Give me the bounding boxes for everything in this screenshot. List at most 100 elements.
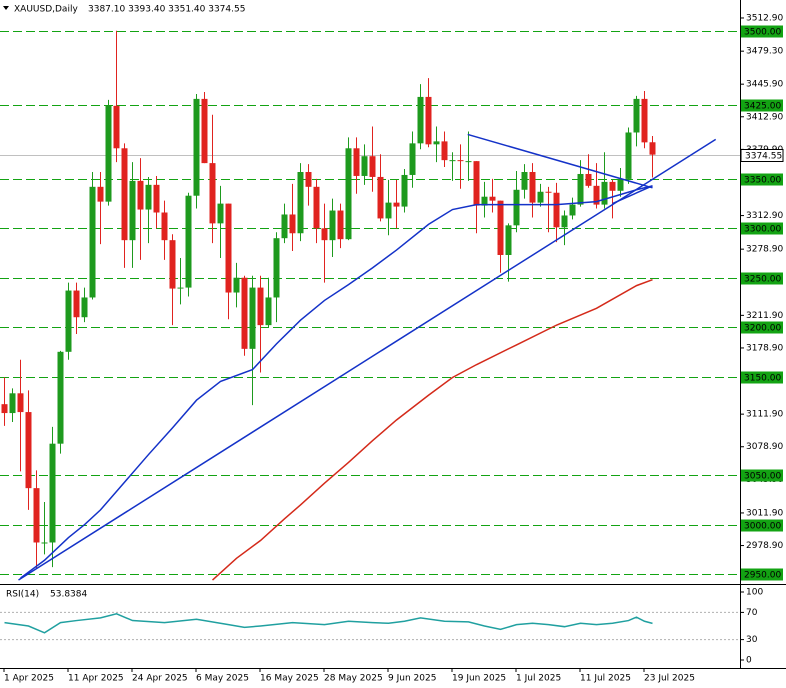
x-tick-label: 9 Jun 2025 <box>388 674 436 684</box>
candle-body <box>1 404 8 414</box>
x-tick-label: 11 Apr 2025 <box>68 674 124 684</box>
candle-body <box>105 105 112 202</box>
candle-body <box>297 172 304 234</box>
candle-body <box>241 277 248 349</box>
candle-body <box>49 443 56 543</box>
candle-body <box>257 287 264 326</box>
candle-body <box>281 214 288 239</box>
candle-body <box>121 148 128 241</box>
candle-body <box>25 412 32 489</box>
indicator-line <box>211 278 653 581</box>
candle-body <box>505 225 512 255</box>
candle-body <box>553 192 560 228</box>
candle-body <box>433 141 440 145</box>
candle-body <box>57 351 64 444</box>
rsi-tick-label: 30 <box>746 635 758 645</box>
x-tick-label: 23 Jul 2025 <box>644 674 695 684</box>
candle-body <box>89 186 96 298</box>
candle-body <box>153 184 160 213</box>
candle-body <box>577 173 584 205</box>
rsi-plot <box>0 611 740 641</box>
candle-body <box>265 297 272 326</box>
candle-body <box>185 195 192 288</box>
candle-body <box>633 98 640 133</box>
candle-body <box>209 163 216 224</box>
level-tag <box>741 371 783 384</box>
candle-body <box>425 96 432 145</box>
candle-body <box>81 297 88 318</box>
candle-body <box>193 98 200 196</box>
candle-body <box>9 393 16 414</box>
candle-body <box>465 161 472 163</box>
level-tag <box>741 568 783 581</box>
ohlc-label: 3387.10 3393.40 3351.40 3374.55 <box>88 5 245 15</box>
candle-body <box>513 189 520 226</box>
candle-body <box>457 160 464 162</box>
x-tick-label: 6 May 2025 <box>196 674 249 684</box>
level-tag-label: 3500.00 <box>744 28 781 38</box>
level-tag-label: 3250.00 <box>744 275 781 285</box>
x-tick-label: 28 May 2025 <box>324 674 383 684</box>
candle-body <box>161 212 168 241</box>
candle-body <box>201 98 208 164</box>
price-plot <box>1 30 717 581</box>
y-tick-label: 3011.90 <box>746 508 783 518</box>
x-tick-label: 11 Jul 2025 <box>580 674 631 684</box>
candle-body <box>441 141 448 161</box>
level-tag-label: 3300.00 <box>744 225 781 235</box>
rsi-value: 53.8384 <box>50 590 87 600</box>
candle-body <box>289 214 296 234</box>
level-tag-label: 3425.00 <box>744 102 781 112</box>
y-tick-label: 3078.90 <box>746 442 783 452</box>
level-tag-label: 3350.00 <box>744 176 781 186</box>
y-tick-label: 3111.90 <box>746 410 783 420</box>
candle-body <box>601 181 608 205</box>
candle-body <box>529 172 536 203</box>
level-tag <box>741 222 783 235</box>
rsi-title: RSI(14) <box>6 590 39 600</box>
candle-body <box>137 180 144 210</box>
candle-body <box>473 161 480 206</box>
y-tick-label: 3512.90 <box>746 13 783 23</box>
candle-body <box>97 186 104 202</box>
y-tick-label: 3479.30 <box>746 47 783 57</box>
level-tag-label: 3050.00 <box>744 472 781 482</box>
candle-body <box>369 156 376 177</box>
candle-body <box>169 240 176 289</box>
candle-body <box>313 186 320 229</box>
candle-body <box>217 203 224 224</box>
candle-body <box>113 105 120 149</box>
candle-body <box>449 160 456 162</box>
level-tag-label: 3200.00 <box>744 324 781 334</box>
candle-body <box>17 393 24 413</box>
y-tick-label: 3178.90 <box>746 343 783 353</box>
candle-body <box>593 185 600 205</box>
axis: 3512.903479.303445.903412.903379.903346.… <box>3 13 784 684</box>
candle-body <box>145 184 152 210</box>
candle-body <box>609 181 616 191</box>
candle-body <box>377 176 384 219</box>
y-tick-label: 3412.90 <box>746 112 783 122</box>
candle-body <box>353 148 360 176</box>
x-tick-label: 1 Apr 2025 <box>4 674 54 684</box>
level-tag <box>741 272 783 285</box>
candle-body <box>129 180 136 241</box>
candle-body <box>545 191 552 193</box>
symbol-arrow[interactable] <box>3 6 9 10</box>
level-tag-label: 2950.00 <box>744 571 781 581</box>
y-tick-label: 3312.90 <box>746 211 783 221</box>
candle-body <box>625 132 632 179</box>
y-tick-label: 3278.90 <box>746 245 783 255</box>
candle-body <box>249 287 256 349</box>
candle-body <box>305 172 312 187</box>
candle-body <box>385 202 392 219</box>
rsi-tick-label: 100 <box>746 588 763 598</box>
level-tag <box>741 173 783 186</box>
candle-body <box>561 215 568 228</box>
candle-body <box>225 203 232 293</box>
candle-body <box>409 143 416 175</box>
y-tick-label: 3211.90 <box>746 311 783 321</box>
candle-body <box>393 202 400 207</box>
last-price-label: 3374.55 <box>745 152 782 162</box>
